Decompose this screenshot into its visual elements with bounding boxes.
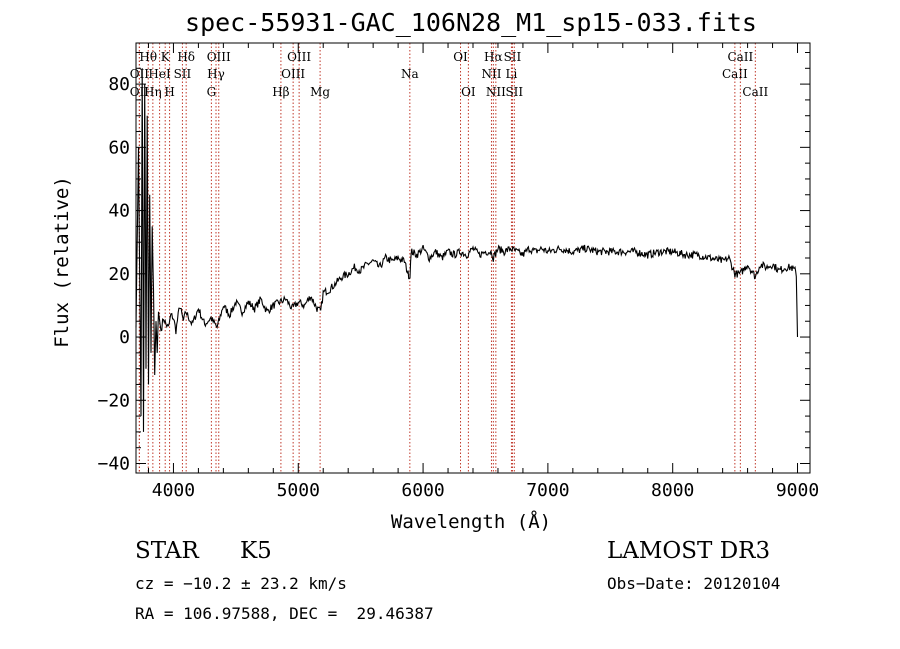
y-tick-label: −40 xyxy=(97,454,130,475)
line-marker-label-8: Hδ xyxy=(177,50,195,64)
y-tick-label: 40 xyxy=(108,201,130,222)
survey-name: LAMOST DR3 xyxy=(607,538,771,564)
line-marker-label-26: CaII xyxy=(727,50,753,64)
y-tick-label: −20 xyxy=(97,390,130,411)
x-axis-ticks: 4000 5000 6000 7000 8000 9000 xyxy=(147,43,819,501)
line-marker-label-18: OI xyxy=(461,85,476,99)
line-marker-label-10: Hγ xyxy=(207,67,225,81)
line-marker-label-4: K xyxy=(161,50,171,64)
line-marker-label-6: H xyxy=(164,85,174,99)
line-marker-label-11: OIII xyxy=(207,50,231,64)
line-marker-label-13: OIII xyxy=(281,67,305,81)
line-marker-label-19: NII xyxy=(481,67,501,81)
line-marker-label-9: G xyxy=(207,85,217,99)
object-subclass: K5 xyxy=(240,538,272,564)
line-marker-label-17: OI xyxy=(453,50,468,64)
line-marker-label-25: CaII xyxy=(722,67,748,81)
line-marker-label-16: Na xyxy=(401,67,419,81)
redshift-info: cz = −10.2 ± 23.2 km/s xyxy=(135,574,347,593)
line-marker-label-0: OII xyxy=(130,67,150,81)
flux-series-line xyxy=(135,68,799,432)
chart-title: spec-55931-GAC_106N28_M1_sp15-033.fits xyxy=(185,8,757,37)
plot-frame xyxy=(135,42,811,474)
x-tick-label: 6000 xyxy=(401,480,444,501)
line-marker-label-3: Hη xyxy=(144,85,162,99)
line-marker-label-21: NII xyxy=(486,85,506,99)
line-marker-label-23: SII xyxy=(504,50,522,64)
x-tick-label: 9000 xyxy=(776,480,819,501)
y-axis-ticks: −40 −20 0 20 40 60 80 xyxy=(97,51,810,475)
line-marker-label-15: Mg xyxy=(310,85,330,99)
y-tick-label: 80 xyxy=(108,74,130,95)
x-tick-label: 4000 xyxy=(152,480,195,501)
x-tick-label: 5000 xyxy=(277,480,320,501)
line-marker-label-2: Hθ xyxy=(139,50,157,64)
sky-coordinates: RA = 106.97588, DEC = 29.46387 xyxy=(135,604,434,623)
line-marker-label-27: CaII xyxy=(742,85,768,99)
x-tick-label: 8000 xyxy=(651,480,694,501)
line-marker-label-14: OIII xyxy=(287,50,311,64)
line-marker-label-5: HeI xyxy=(148,67,171,81)
line-marker-label-12: Hβ xyxy=(272,85,289,99)
line-marker-label-7: SII xyxy=(174,67,192,81)
y-tick-label: 20 xyxy=(108,264,130,285)
line-markers: OIIOIIHθHηKHeIHSIIHδGHγOIIIHβOIIIOIIIMgN… xyxy=(130,43,768,473)
observation-date: Obs−Date: 20120104 xyxy=(607,574,781,593)
y-tick-label: 0 xyxy=(119,327,130,348)
object-class: STAR xyxy=(135,538,199,564)
x-axis-label: Wavelength (Å) xyxy=(391,510,551,533)
y-tick-label: 60 xyxy=(108,137,130,158)
line-marker-label-24: SII xyxy=(505,85,523,99)
line-marker-label-20: Hα xyxy=(484,50,503,64)
y-axis-label: Flux (relative) xyxy=(51,176,73,348)
x-tick-label: 7000 xyxy=(526,480,569,501)
line-marker-label-22: Li xyxy=(506,67,518,81)
